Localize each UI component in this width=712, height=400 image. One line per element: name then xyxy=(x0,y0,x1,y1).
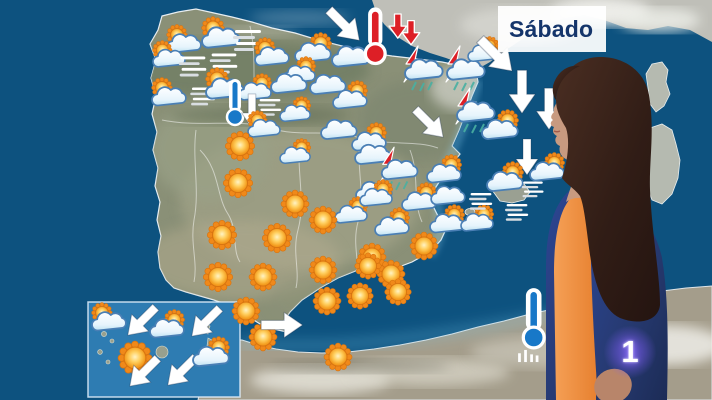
fog-icon xyxy=(178,54,208,79)
fog-icon xyxy=(504,202,530,223)
wind-arrow-icon xyxy=(312,0,378,59)
sun-icon xyxy=(198,257,238,297)
thermo-blue-icon xyxy=(518,286,552,351)
sun-icon xyxy=(227,292,265,330)
cloud-icon xyxy=(355,177,395,208)
sun-cloud-icon xyxy=(331,79,371,117)
day-label-box: Sábado xyxy=(498,6,606,52)
sun-icon xyxy=(304,251,342,289)
sun-cloud-icon xyxy=(350,121,390,159)
sun-cloud-icon xyxy=(400,181,440,219)
storm-icon xyxy=(396,45,444,94)
day-label: Sábado xyxy=(509,15,594,42)
sun-cloud-icon xyxy=(333,195,370,231)
sun-cloud-icon xyxy=(90,301,130,339)
sun-icon xyxy=(257,218,297,258)
wind-arrow-icon xyxy=(235,92,269,132)
cloud-icon xyxy=(270,69,310,100)
cloud-icon xyxy=(309,70,349,101)
storm-icon xyxy=(373,146,419,193)
sun-cloud-icon xyxy=(278,95,313,129)
sun-cloud-icon xyxy=(358,178,395,214)
sun-cloud-icon xyxy=(278,137,313,171)
sun-icon xyxy=(218,163,258,203)
sun-icon xyxy=(276,185,314,223)
wind-arrow-icon xyxy=(509,137,545,179)
sun-cloud-icon xyxy=(293,31,335,71)
sun-icon xyxy=(112,335,158,381)
fog-icon xyxy=(232,27,264,53)
sun-cloud-icon xyxy=(150,76,190,114)
mist-marks-icon xyxy=(517,349,539,363)
channel-logo-text: 1 xyxy=(621,334,639,369)
sun-icon xyxy=(202,215,242,255)
sun-cloud-icon xyxy=(204,66,248,108)
fog-icon xyxy=(468,191,494,212)
sun-cloud-icon xyxy=(148,308,188,346)
wind-arrow-icon xyxy=(528,86,569,134)
sun-cloud-icon xyxy=(428,203,468,241)
sun-icon xyxy=(244,258,282,296)
sun-icon xyxy=(304,201,342,239)
wind-arrow-icon xyxy=(175,293,236,354)
sun-cloud-icon xyxy=(459,203,496,239)
sun-cloud-icon xyxy=(246,109,283,145)
sun-cloud-icon xyxy=(480,108,522,148)
sun-icon xyxy=(350,248,386,284)
sun-icon xyxy=(308,282,346,320)
sun-icon xyxy=(353,238,391,276)
cloud-icon xyxy=(320,115,360,146)
sun-icon xyxy=(380,274,416,310)
wind-arrow-icon xyxy=(111,292,172,353)
sun-cloud-icon xyxy=(151,39,188,75)
sun-icon xyxy=(220,126,260,166)
wind-arrow-icon xyxy=(113,343,174,400)
storm-icon xyxy=(438,45,486,94)
sun-cloud-icon xyxy=(191,335,233,375)
sun-cloud-icon xyxy=(237,72,274,108)
sun-cloud-icon xyxy=(485,160,527,200)
cloud-icon xyxy=(430,182,467,211)
cloud-icon xyxy=(354,140,394,171)
fog-icon xyxy=(521,179,545,199)
wind-arrow-icon xyxy=(400,94,461,155)
thermo-blue-icon xyxy=(223,77,249,127)
sun-cloud-icon xyxy=(425,153,465,191)
sun-cloud-icon xyxy=(200,15,244,57)
sun-cloud-icon xyxy=(466,35,501,69)
sun-icon xyxy=(405,227,443,265)
wind-arrow-icon xyxy=(500,68,543,118)
sun-icon xyxy=(244,318,282,356)
sun-cloud-icon xyxy=(528,151,568,189)
fog-icon xyxy=(257,97,283,118)
wind-arrow-icon xyxy=(151,342,212,400)
wind-arrow-icon xyxy=(259,304,307,345)
thermo-red-drop-icon xyxy=(359,5,421,67)
sun-cloud-icon xyxy=(165,23,205,61)
sun-cloud-icon xyxy=(253,36,293,74)
storm-icon xyxy=(448,87,496,136)
sun-icon xyxy=(342,278,378,314)
sun-cloud-icon xyxy=(281,55,318,91)
fog-icon xyxy=(189,85,216,107)
fog-icon xyxy=(209,51,239,76)
sun-icon xyxy=(372,255,410,293)
cloud-icon xyxy=(331,41,373,73)
sun-cloud-icon xyxy=(373,206,413,244)
sun-icon xyxy=(319,338,357,376)
channel-1-logo: 1 xyxy=(604,326,656,378)
